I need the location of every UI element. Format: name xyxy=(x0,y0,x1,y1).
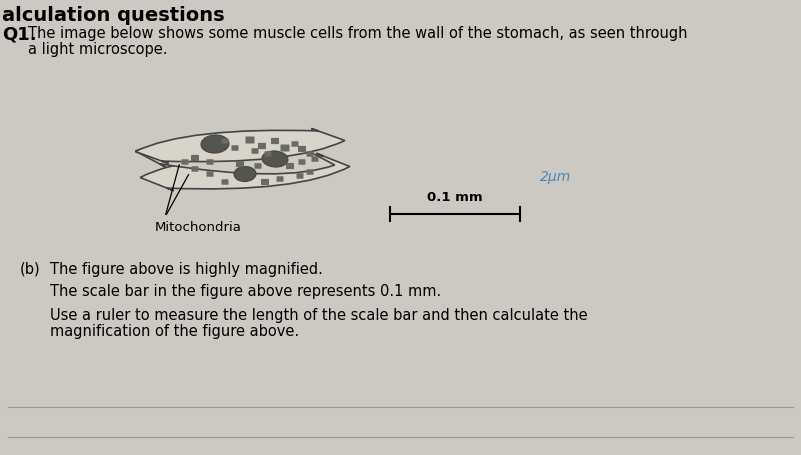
Text: Use a ruler to measure the length of the scale bar and then calculate the: Use a ruler to measure the length of the… xyxy=(50,307,588,322)
Text: Q1.: Q1. xyxy=(2,26,37,44)
FancyBboxPatch shape xyxy=(255,164,261,169)
Text: Mitochondria: Mitochondria xyxy=(155,221,242,233)
Text: The scale bar in the figure above represents 0.1 mm.: The scale bar in the figure above repres… xyxy=(50,283,441,298)
PathPatch shape xyxy=(140,153,350,192)
FancyBboxPatch shape xyxy=(258,144,266,150)
Text: The image below shows some muscle cells from the wall of the stomach, as seen th: The image below shows some muscle cells … xyxy=(28,26,687,41)
Ellipse shape xyxy=(201,136,229,154)
Text: a light microscope.: a light microscope. xyxy=(28,42,167,57)
FancyBboxPatch shape xyxy=(307,152,313,157)
FancyBboxPatch shape xyxy=(307,170,313,175)
FancyBboxPatch shape xyxy=(207,160,214,165)
FancyBboxPatch shape xyxy=(271,139,279,145)
FancyBboxPatch shape xyxy=(296,174,304,179)
FancyBboxPatch shape xyxy=(292,142,299,147)
FancyBboxPatch shape xyxy=(298,147,306,153)
FancyBboxPatch shape xyxy=(264,152,272,157)
Text: 2μm: 2μm xyxy=(540,170,571,184)
Text: magnification of the figure above.: magnification of the figure above. xyxy=(50,324,299,338)
FancyBboxPatch shape xyxy=(299,160,305,165)
FancyBboxPatch shape xyxy=(222,139,228,144)
FancyBboxPatch shape xyxy=(222,180,228,185)
FancyBboxPatch shape xyxy=(252,149,259,154)
FancyBboxPatch shape xyxy=(236,162,244,168)
FancyBboxPatch shape xyxy=(286,163,294,170)
Text: 0.1 mm: 0.1 mm xyxy=(427,191,483,203)
FancyBboxPatch shape xyxy=(182,160,188,165)
Ellipse shape xyxy=(262,152,288,167)
FancyBboxPatch shape xyxy=(312,157,319,162)
FancyBboxPatch shape xyxy=(261,179,269,186)
PathPatch shape xyxy=(135,143,335,175)
Text: The figure above is highly magnified.: The figure above is highly magnified. xyxy=(50,262,323,276)
Text: alculation questions: alculation questions xyxy=(2,6,224,25)
FancyBboxPatch shape xyxy=(191,167,199,172)
FancyBboxPatch shape xyxy=(191,156,199,162)
PathPatch shape xyxy=(135,128,345,165)
FancyBboxPatch shape xyxy=(245,137,255,144)
FancyBboxPatch shape xyxy=(231,146,239,152)
FancyBboxPatch shape xyxy=(280,145,289,152)
Ellipse shape xyxy=(234,167,256,182)
Text: (b): (b) xyxy=(20,262,41,276)
FancyBboxPatch shape xyxy=(276,177,284,182)
FancyBboxPatch shape xyxy=(207,172,214,177)
